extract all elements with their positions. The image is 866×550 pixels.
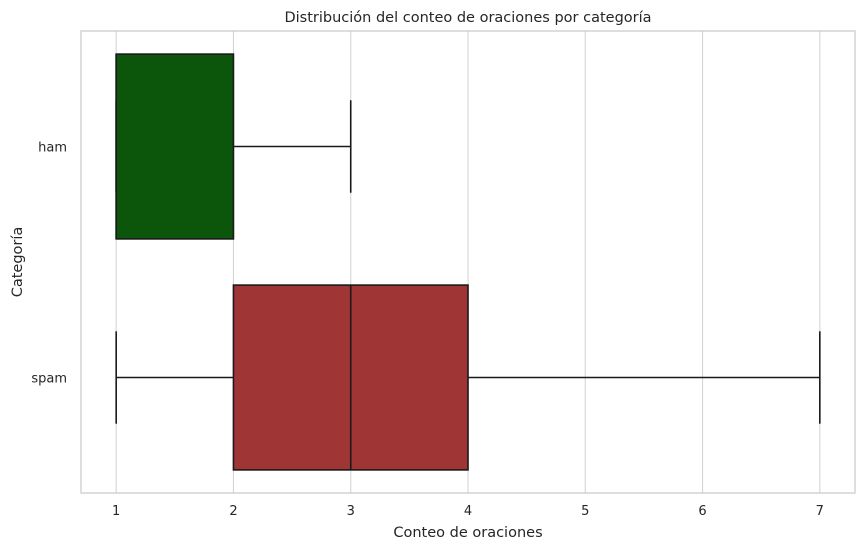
y-tick-labels: ham spam [31, 141, 67, 387]
x-tick-label: 2 [229, 504, 237, 519]
box-plots [115, 53, 821, 471]
y-tick-label: spam [31, 372, 67, 387]
x-tick-label: 4 [464, 504, 472, 519]
box-spam [115, 284, 821, 471]
x-tick-label: 5 [581, 504, 589, 519]
x-axis-label: Conteo de oraciones [393, 525, 542, 541]
y-axis-label: Categoría [10, 227, 26, 298]
x-tick-label: 3 [347, 504, 355, 519]
y-tick-label: ham [38, 141, 67, 156]
x-tick-label: 7 [816, 504, 824, 519]
x-tick-labels: 1 2 3 4 5 6 7 [112, 504, 824, 519]
chart-title: Distribución del conteo de oraciones por… [284, 10, 651, 26]
x-tick-label: 6 [698, 504, 706, 519]
x-tick-label: 1 [112, 504, 120, 519]
box-ham [115, 53, 352, 240]
plot-frame [80, 30, 856, 494]
iqr-box [115, 53, 235, 240]
